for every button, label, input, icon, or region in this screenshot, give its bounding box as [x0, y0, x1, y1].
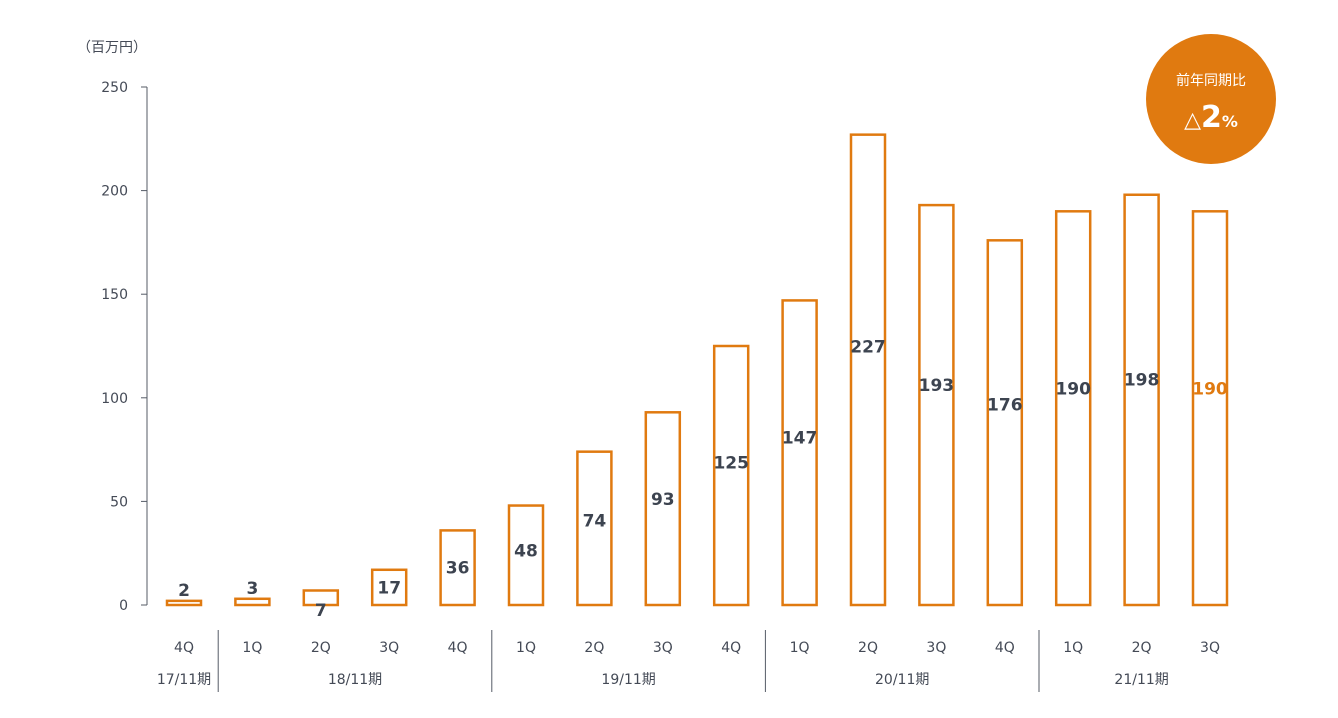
bar [507, 504, 545, 607]
bar [370, 568, 408, 607]
x-period-label: 21/11期 [1114, 672, 1168, 688]
bar-value-label: 36 [446, 559, 470, 579]
yoy-badge-number: 2 [1201, 100, 1222, 135]
bar-value-label: 227 [850, 337, 886, 357]
x-category-label: 4Q [721, 640, 741, 656]
x-category-label: 2Q [1132, 640, 1152, 656]
bar [439, 529, 476, 607]
bar-value-label: 93 [651, 490, 675, 510]
x-category-label: 1Q [242, 640, 262, 656]
bar [1054, 210, 1092, 607]
bar-value-label: 190 [1192, 379, 1228, 399]
bar [918, 203, 955, 607]
yoy-badge-unit: % [1221, 112, 1238, 131]
bar-value-label: 74 [583, 512, 607, 532]
bar-value-label: 147 [782, 428, 818, 448]
bar [781, 299, 818, 607]
y-tick-label: 250 [101, 80, 128, 96]
bar [849, 133, 887, 607]
bar [576, 450, 613, 607]
y-tick-label: 150 [101, 287, 128, 303]
y-tick-label: 50 [110, 494, 128, 510]
x-category-label: 3Q [653, 640, 673, 656]
x-category-label: 4Q [174, 640, 194, 656]
bar-value-label: 193 [919, 376, 955, 396]
y-tick-label: 100 [101, 391, 128, 407]
y-tick-label: 0 [119, 598, 128, 614]
x-period-label: 17/11期 [157, 672, 211, 688]
bar [986, 239, 1024, 607]
yoy-badge-value: △2% [1146, 100, 1276, 135]
bar [234, 597, 271, 607]
bar [1191, 210, 1229, 607]
bar [712, 344, 750, 607]
x-category-label: 2Q [311, 640, 331, 656]
x-category-label: 2Q [858, 640, 878, 656]
bar [644, 411, 682, 607]
bar-value-label: 125 [713, 454, 749, 474]
x-category-label: 2Q [584, 640, 604, 656]
x-category-label: 3Q [379, 640, 399, 656]
x-category-label: 1Q [790, 640, 810, 656]
x-category-label: 1Q [1063, 640, 1083, 656]
x-category-label: 4Q [448, 640, 468, 656]
yoy-badge: 前年同期比 △2% [1146, 34, 1276, 164]
bar-value-label: 3 [246, 579, 258, 599]
x-category-label: 3Q [926, 640, 946, 656]
x-period-label: 20/11期 [875, 672, 929, 688]
x-category-label: 4Q [995, 640, 1015, 656]
x-category-label: 3Q [1200, 640, 1220, 656]
x-category-label: 1Q [516, 640, 536, 656]
bar-value-label: 17 [377, 578, 401, 598]
y-axis-unit-label: （百万円） [77, 40, 147, 56]
yoy-badge-label: 前年同期比 [1176, 73, 1246, 89]
bar-value-label: 2 [178, 581, 190, 601]
bar-value-label: 7 [315, 601, 327, 621]
yoy-badge-prefix: △ [1184, 108, 1201, 133]
bar-value-label: 190 [1055, 379, 1091, 399]
bar [165, 599, 203, 607]
bar [302, 589, 340, 607]
bar-value-label: 198 [1124, 370, 1160, 390]
bar-value-label: 48 [514, 541, 538, 561]
x-period-label: 18/11期 [328, 672, 382, 688]
bar [1123, 193, 1160, 607]
x-period-label: 19/11期 [601, 672, 655, 688]
bar-value-label: 176 [987, 395, 1023, 415]
y-tick-label: 200 [101, 184, 128, 200]
